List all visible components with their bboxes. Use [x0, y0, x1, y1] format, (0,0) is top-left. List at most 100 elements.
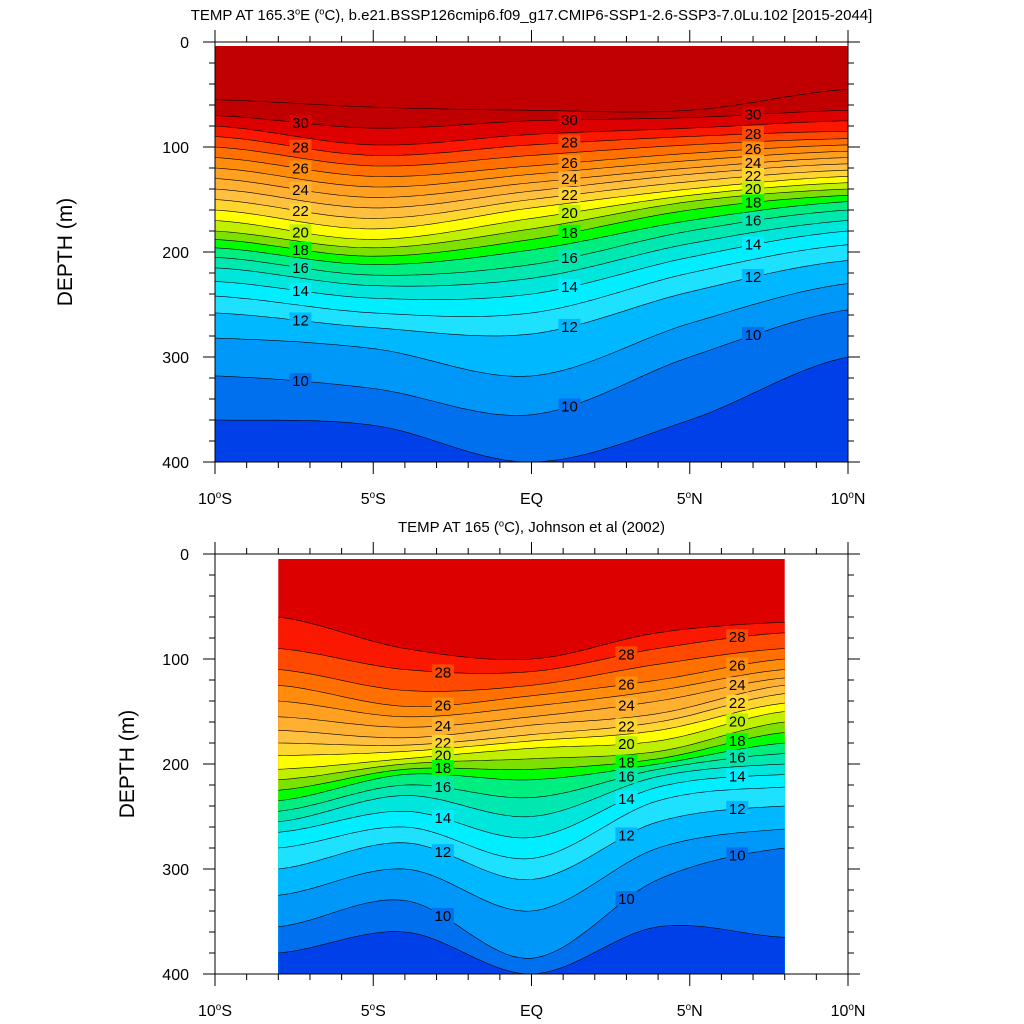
contour-label-bg	[431, 734, 454, 750]
y-tick-label: 100	[162, 140, 189, 157]
isotherm-9	[278, 925, 785, 974]
contour-label-22: 22	[618, 718, 635, 735]
isotherm-14	[278, 774, 785, 839]
contour-label-18: 18	[618, 755, 635, 772]
band-9	[278, 925, 785, 974]
contour-label-bg	[558, 154, 581, 170]
contour-label-bg	[558, 224, 581, 240]
y-tick-label: 300	[162, 350, 189, 367]
y-tick-label: 400	[162, 455, 189, 472]
contour-label-bg	[726, 657, 749, 673]
isotherm-15	[278, 763, 785, 823]
contour-label-bg	[289, 282, 312, 298]
x-tick-label: EQ	[520, 491, 543, 508]
contour-label-12: 12	[729, 801, 746, 818]
contour-label-28: 28	[618, 646, 635, 663]
contour-label-bg	[431, 810, 454, 826]
contour-label-bg	[289, 203, 312, 219]
contour-label-bg	[558, 204, 581, 220]
contour-label-16: 16	[435, 779, 452, 796]
isotherm-15	[215, 220, 848, 287]
contour-label-24: 24	[435, 718, 452, 735]
x-tick-label: 5oS	[361, 490, 386, 508]
contour-label-26: 26	[745, 141, 762, 158]
contour-label-28: 28	[292, 140, 309, 157]
y-tick-label: 100	[162, 652, 189, 669]
isotherm-23	[278, 685, 785, 739]
contour-label-18: 18	[729, 733, 746, 750]
contour-label-14: 14	[729, 769, 746, 786]
contour-label-bg	[742, 269, 765, 285]
contour-label-28: 28	[745, 126, 762, 143]
y-tick-label: 200	[162, 245, 189, 262]
contour-label-bg	[289, 259, 312, 275]
contour-label-bg	[615, 827, 638, 843]
contour-label-14: 14	[561, 279, 578, 296]
contour-label-28: 28	[561, 135, 578, 152]
isotherm-31	[215, 89, 848, 113]
isotherm-29	[215, 120, 848, 146]
contour-label-bg	[431, 697, 454, 713]
contour-label-bg	[742, 141, 765, 157]
contour-label-24: 24	[729, 677, 746, 694]
contour-label-bg	[726, 800, 749, 816]
y-axis-label: DEPTH (m)	[54, 198, 77, 307]
x-tick-label: 5oS	[361, 1002, 386, 1020]
isotherm-25	[278, 669, 785, 718]
isotherm-28	[278, 632, 785, 674]
contour-label-26: 26	[618, 676, 635, 693]
contour-label-12: 12	[435, 844, 452, 861]
isotherm-20	[278, 711, 785, 770]
contour-label-18: 18	[745, 194, 762, 211]
contour-label-bg	[742, 236, 765, 252]
contour-label-10: 10	[745, 327, 762, 344]
contour-label-bg	[742, 125, 765, 141]
contour-label-28: 28	[435, 664, 452, 681]
x-tick-label: EQ	[520, 1003, 543, 1020]
isotherm-11	[278, 828, 785, 912]
contour-label-10: 10	[292, 373, 309, 390]
x-tick-label: 10oS	[198, 490, 232, 508]
x-tick-label: 10oN	[831, 1002, 866, 1020]
contour-label-20: 20	[292, 224, 309, 241]
contour-label-bg	[431, 779, 454, 795]
isotherm-16	[278, 753, 785, 812]
contour-label-20: 20	[618, 736, 635, 753]
x-tick-label: 5oN	[677, 490, 703, 508]
contour-label-24: 24	[292, 182, 309, 199]
isotherm-22	[278, 693, 785, 746]
contour-label-12: 12	[618, 827, 635, 844]
contour-label-bg	[289, 181, 312, 197]
contour-label-bg	[615, 676, 638, 692]
contour-label-12: 12	[292, 313, 309, 330]
contour-label-bg	[289, 114, 312, 130]
isotherm-9	[215, 356, 848, 462]
contour-label-bg	[431, 760, 454, 776]
contour-label-16: 16	[729, 750, 746, 767]
contour-label-bg	[289, 139, 312, 155]
y-axis-label: DEPTH (m)	[116, 710, 139, 819]
isotherm-10	[278, 847, 785, 959]
contour-label-bg	[742, 154, 765, 170]
contour-label-20: 20	[745, 181, 762, 198]
isotherm-11	[215, 283, 848, 377]
contour-label-bg	[558, 187, 581, 203]
contour-label-18: 18	[292, 242, 309, 259]
contour-label-bg	[742, 180, 765, 196]
contour-label-10: 10	[561, 398, 578, 415]
contour-label-12: 12	[561, 319, 578, 336]
contour-label-26: 26	[729, 658, 746, 675]
contour-label-16: 16	[745, 213, 762, 230]
contour-label-22: 22	[561, 187, 578, 204]
contour-label-30: 30	[561, 112, 578, 129]
contour-label-26: 26	[561, 155, 578, 172]
isotherm-17	[278, 742, 785, 802]
contour-label-12: 12	[745, 269, 762, 286]
y-tick-label: 400	[162, 967, 189, 984]
y-tick-label: 300	[162, 862, 189, 879]
y-tick-label: 200	[162, 757, 189, 774]
contour-label-bg	[431, 844, 454, 860]
chart-title: TEMP AT 165 (oC), Johnson et al (2002)	[398, 518, 665, 536]
